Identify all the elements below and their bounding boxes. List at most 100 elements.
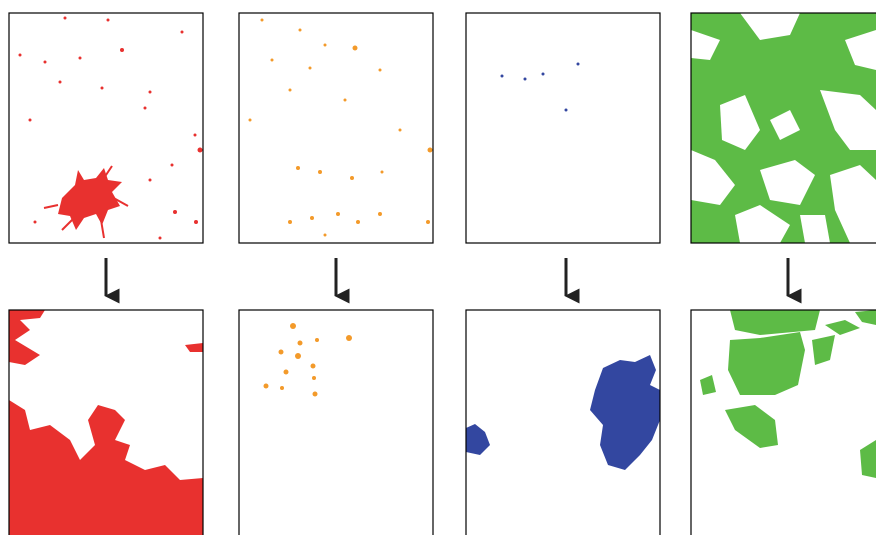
- blob: [590, 355, 660, 470]
- dot: [63, 16, 67, 20]
- dot: [346, 335, 352, 341]
- dot: [288, 88, 292, 92]
- gap: [845, 30, 876, 70]
- blue-result-mask: [466, 355, 660, 470]
- gap: [820, 90, 876, 150]
- dot: [323, 43, 327, 47]
- dot: [310, 363, 316, 369]
- dot: [398, 128, 402, 132]
- dot: [378, 68, 382, 72]
- blob: [700, 375, 716, 395]
- gap: [691, 150, 735, 205]
- dot: [290, 323, 296, 329]
- dot: [426, 220, 430, 224]
- panel-frame: [690, 309, 876, 535]
- blob: [825, 320, 860, 335]
- blob: [860, 440, 876, 478]
- dot: [343, 98, 347, 102]
- green-source-mask: [691, 13, 876, 243]
- dot: [43, 60, 47, 64]
- gap: [770, 110, 800, 140]
- blob: [812, 335, 835, 365]
- dot: [260, 18, 264, 22]
- dot: [248, 118, 252, 122]
- panel-frame: [238, 12, 434, 244]
- dot: [297, 340, 303, 346]
- dot: [323, 233, 327, 237]
- dot: [100, 86, 104, 90]
- dot: [280, 386, 284, 390]
- blob: [9, 310, 45, 365]
- blob: [466, 424, 490, 455]
- dot: [308, 66, 312, 70]
- arrows: [104, 258, 802, 304]
- dot: [296, 166, 300, 170]
- gap: [691, 30, 720, 60]
- red-result-mask: [9, 310, 203, 535]
- gap: [735, 205, 790, 243]
- gap: [800, 215, 830, 243]
- dot: [58, 80, 62, 84]
- crab-blob: [58, 168, 122, 230]
- dot: [193, 133, 197, 137]
- dot: [283, 369, 289, 375]
- dot: [194, 220, 198, 224]
- blue-source-mask: [500, 62, 580, 112]
- dot: [356, 220, 360, 224]
- dot: [295, 353, 301, 359]
- gap: [760, 160, 815, 205]
- dot: [78, 56, 82, 60]
- green-result-mask: [700, 310, 876, 478]
- blob: [855, 310, 876, 325]
- dot: [180, 30, 184, 34]
- gap: [830, 165, 876, 243]
- dot: [576, 62, 580, 66]
- dot: [564, 108, 568, 112]
- orange-result-mask: [263, 323, 352, 397]
- orange-source-mask: [248, 18, 433, 237]
- red-source-mask: [18, 16, 203, 240]
- dot: [263, 383, 269, 389]
- dot: [427, 147, 433, 153]
- blob: [730, 310, 820, 335]
- dot: [278, 349, 284, 355]
- blob: [9, 400, 203, 535]
- dot: [270, 58, 274, 62]
- dot: [541, 72, 545, 76]
- gap: [740, 13, 800, 40]
- dot: [336, 212, 340, 216]
- dot: [288, 220, 292, 224]
- dot: [298, 28, 302, 32]
- dot: [315, 338, 319, 342]
- dot: [148, 90, 152, 94]
- dot: [143, 106, 147, 110]
- dot: [148, 178, 152, 182]
- dot: [120, 48, 124, 52]
- blob: [728, 332, 805, 395]
- dot: [500, 74, 504, 78]
- blob: [725, 405, 778, 448]
- dot: [28, 118, 32, 122]
- dot: [352, 45, 358, 51]
- dot: [173, 210, 177, 214]
- panel-frame: [465, 12, 661, 244]
- dot: [318, 170, 322, 174]
- gap: [720, 95, 760, 150]
- panel-frame: [238, 309, 434, 535]
- dot: [18, 53, 22, 57]
- panel-frame: [465, 309, 661, 535]
- panel-frame: [690, 12, 876, 244]
- gaps: [691, 13, 876, 243]
- dot: [33, 220, 37, 224]
- panel-frame: [8, 309, 204, 535]
- dot: [523, 77, 527, 81]
- dot: [312, 391, 318, 397]
- dot: [197, 147, 203, 153]
- dot: [310, 216, 314, 220]
- dot: [378, 212, 382, 216]
- dot: [380, 170, 384, 174]
- dot: [158, 236, 162, 240]
- crab-legs: [43, 165, 129, 239]
- dot: [350, 176, 354, 180]
